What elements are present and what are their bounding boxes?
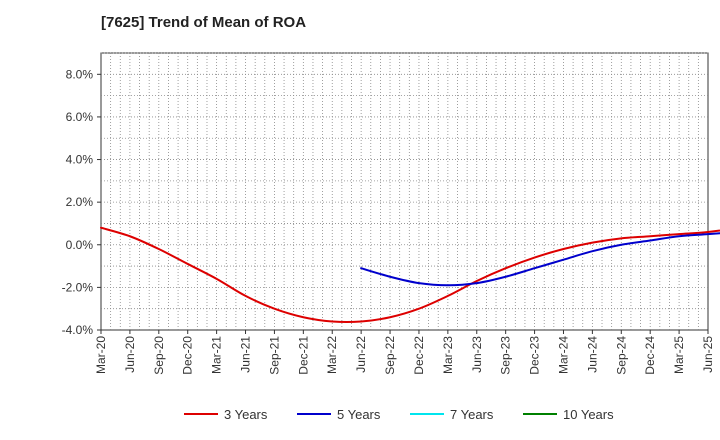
x-tick-label: Mar-25 [672,336,686,374]
x-tick-label: Jun-22 [354,336,368,373]
x-tick-label: Jun-24 [585,336,599,373]
chart-title: [7625] Trend of Mean of ROA [101,14,307,31]
y-tick-label: 2.0% [66,195,94,209]
x-tick-label: Jun-20 [123,336,137,373]
plot-area [100,52,709,331]
y-tick-label: -2.0% [62,280,94,294]
y-tick-label: -4.0% [62,323,94,337]
x-tick-label: Sep-20 [152,336,166,375]
x-tick-label: Sep-23 [499,336,513,375]
x-tick-label: Sep-22 [383,336,397,375]
x-tick-label: Sep-24 [614,336,628,375]
legend-label-7-years: 7 Years [450,407,494,422]
x-tick-label: Jun-25 [701,336,715,373]
legend: 3 Years 5 Years 7 Years 10 Years [184,407,614,422]
x-tick-label: Dec-24 [643,336,657,375]
y-tick-label: 6.0% [66,110,94,124]
x-tick-label: Jun-23 [470,336,484,373]
x-tick-label: Dec-23 [528,336,542,375]
y-axis-ticks: -4.0% -2.0% 0.0% 2.0% 4.0% 6.0% 8.0% [62,67,101,337]
x-tick-label: Mar-24 [556,336,570,374]
x-axis-ticks: Mar-20 Jun-20 Sep-20 Dec-20 Mar-21 Jun-21 Sep-… [94,330,715,375]
x-tick-label: Dec-20 [181,336,195,375]
x-tick-label: Dec-21 [296,336,310,375]
x-tick-label: Mar-20 [94,336,108,374]
y-tick-label: 4.0% [66,153,94,167]
legend-label-3-years: 3 Years [224,407,268,422]
x-tick-label: Dec-22 [412,336,426,375]
x-tick-label: Sep-21 [267,336,281,375]
legend-label-10-years: 10 Years [563,407,614,422]
legend-label-5-years: 5 Years [337,407,381,422]
x-tick-label: Mar-23 [441,336,455,374]
series-line-3-years [100,226,720,324]
y-tick-label: 0.0% [66,238,94,252]
grid-layer [101,52,708,330]
y-tick-label: 8.0% [66,67,94,81]
x-tick-label: Jun-21 [239,336,253,373]
x-tick-label: Mar-21 [210,336,224,374]
x-tick-label: Mar-22 [325,336,339,374]
series-layer [100,226,720,324]
series-line-5-years [360,232,720,287]
